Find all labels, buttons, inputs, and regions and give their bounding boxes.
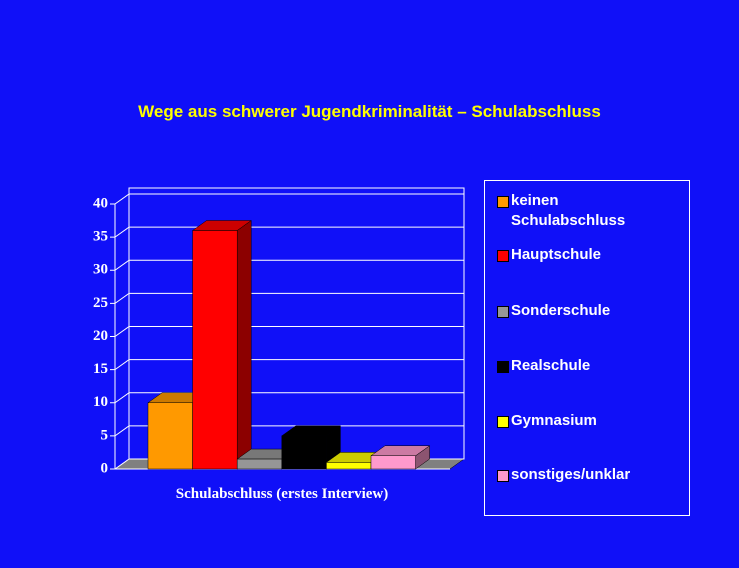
bar	[370, 455, 416, 470]
legend-swatch	[497, 470, 509, 482]
y-tick-label: 0	[101, 460, 109, 476]
legend-swatch	[497, 361, 509, 373]
y-tick-label: 20	[93, 328, 108, 344]
legend-swatch	[497, 306, 509, 318]
y-tick-label: 35	[93, 229, 108, 245]
legend-label: Gymnasium	[511, 412, 597, 429]
y-tick-label: 40	[93, 195, 108, 211]
bar	[192, 230, 238, 470]
bar	[147, 402, 193, 470]
side-grid	[114, 292, 130, 304]
side-grid	[114, 326, 130, 337]
legend-item: keinen Schulabschluss	[497, 191, 681, 231]
side-grid	[114, 193, 130, 205]
legend-label: keinen Schulabschluss	[511, 192, 626, 229]
legend-label: sonstiges/unklar	[511, 466, 631, 483]
legend-item: Realschule	[497, 356, 681, 376]
y-tick-label: 10	[93, 394, 108, 410]
side-grid	[114, 425, 130, 437]
bar-side	[236, 220, 252, 470]
legend: keinen Schulabschluss Hauptschule Sondersc…	[484, 180, 690, 516]
side-grid	[114, 259, 130, 271]
legend-label: Realschule	[511, 357, 591, 374]
side-grid	[114, 458, 130, 470]
legend-item: sonstiges/unklar	[497, 465, 681, 485]
bar	[326, 462, 372, 470]
legend-item: Gymnasium	[497, 411, 681, 431]
x-axis-label: Schulabschluss (erstes Interview)	[176, 486, 389, 502]
legend-item: Hauptschule	[497, 245, 681, 265]
bar	[236, 458, 283, 470]
side-grid	[114, 226, 130, 238]
side-grid	[114, 359, 130, 371]
y-tick-label: 25	[93, 295, 108, 311]
legend-swatch	[497, 250, 509, 262]
y-tick-label: 30	[93, 262, 108, 278]
legend-swatch	[497, 416, 509, 428]
bar	[281, 435, 327, 470]
y-tick-label: 15	[93, 361, 108, 377]
legend-item: Sonderschule	[497, 301, 681, 321]
legend-label: Sonderschule	[511, 302, 611, 319]
y-tick-label: 5	[101, 427, 109, 443]
side-grid	[114, 392, 130, 404]
legend-label: Hauptschule	[511, 246, 602, 263]
legend-swatch	[497, 196, 509, 208]
chart-title: Wege aus schwerer Jugendkriminalität – S…	[138, 102, 601, 121]
